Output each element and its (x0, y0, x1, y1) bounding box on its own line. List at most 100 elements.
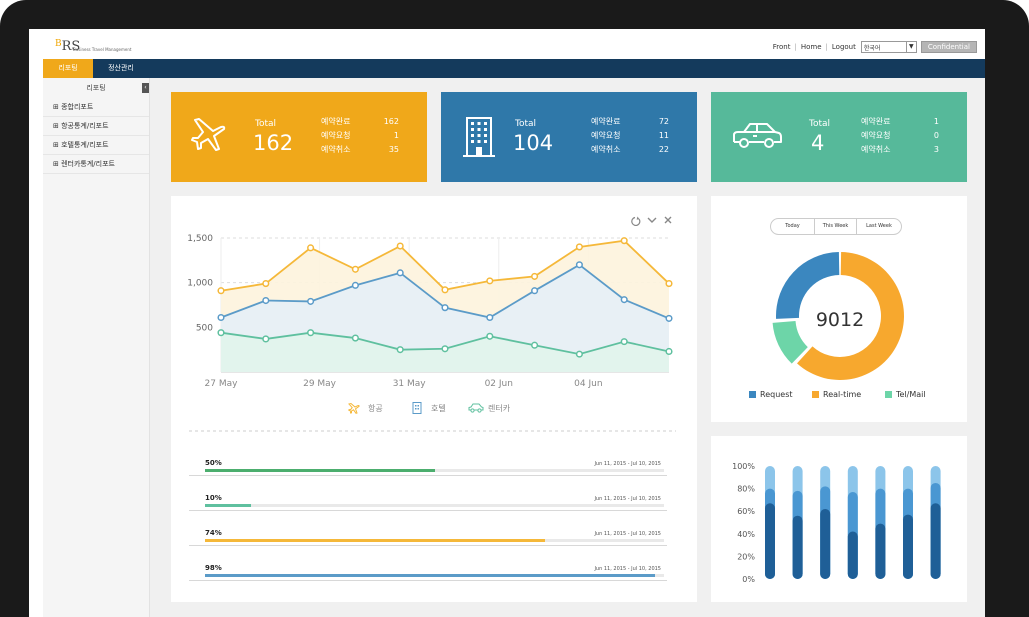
x-tick-label: 31 May (393, 379, 427, 389)
data-point[interactable] (351, 334, 359, 342)
logout-link[interactable]: Logout (831, 43, 856, 51)
data-point[interactable] (486, 277, 494, 285)
data-point[interactable] (307, 329, 315, 337)
data-point[interactable] (396, 346, 404, 354)
tab-reporting[interactable]: 리포팅 (43, 59, 93, 78)
data-point[interactable] (262, 296, 270, 305)
refresh-icon[interactable] (631, 216, 641, 226)
progress-fill (205, 539, 545, 542)
filter-this-week[interactable]: This Week (815, 219, 857, 234)
data-point[interactable] (531, 341, 539, 349)
link-separator: | (794, 43, 797, 51)
bar-value[interactable] (847, 531, 858, 579)
flight-stats: 예약완료 162 예약요청 1 예약취소 35 (321, 115, 399, 157)
close-icon[interactable] (664, 216, 672, 224)
data-point[interactable] (620, 296, 628, 304)
data-point[interactable] (307, 244, 315, 252)
data-point[interactable] (396, 269, 404, 277)
legend-swatch (749, 391, 756, 398)
trend-panel: 500 1,000 1,500 27 May 29 May 31 May 02 Jun 04… (171, 196, 697, 602)
legend-swatch (885, 391, 892, 398)
data-point[interactable] (575, 261, 583, 269)
filter-last-week[interactable]: Last Week (866, 223, 892, 229)
donut-chart: 9012 (772, 252, 904, 380)
legend-item[interactable]: 항공 (348, 402, 383, 414)
data-point[interactable] (217, 287, 225, 295)
data-point[interactable] (531, 287, 539, 295)
donut-legend-item[interactable]: Real-time (812, 390, 861, 399)
data-point[interactable] (486, 332, 494, 340)
bar-value[interactable] (765, 503, 775, 579)
link-separator: | (825, 43, 828, 51)
legend-swatch (812, 391, 819, 398)
data-point[interactable] (441, 304, 449, 312)
legend-item[interactable]: 렌터카 (468, 402, 510, 414)
tab-settlement[interactable]: 정산관리 (108, 64, 134, 72)
data-point[interactable] (575, 350, 583, 358)
progress-percent: 98% (205, 564, 222, 572)
donut-legend-item[interactable]: Tel/Mail (885, 390, 926, 399)
chevron-down-icon[interactable] (647, 217, 657, 223)
data-point[interactable] (396, 242, 404, 250)
data-point[interactable] (575, 243, 583, 251)
content-area: Total 162 예약완료 162 예약요청 1 예약취소 35 (150, 78, 985, 617)
data-point[interactable] (665, 347, 673, 356)
logo: BRS (55, 39, 80, 54)
data-point[interactable] (217, 313, 225, 322)
data-point[interactable] (665, 314, 673, 322)
data-point[interactable] (262, 280, 270, 288)
legend-label: 호텔 (431, 403, 446, 413)
data-point[interactable] (441, 286, 449, 294)
progress-date-range: Jun 11, 2015 - Jul 10, 2015 (594, 496, 661, 502)
bar-value[interactable] (903, 514, 913, 579)
legend-label: Tel/Mail (896, 390, 926, 399)
sidebar-item-rentcar[interactable]: ⊞ 렌터카통계/리포트 (43, 155, 149, 174)
donut-slice[interactable] (772, 320, 808, 364)
data-point[interactable] (665, 280, 673, 288)
data-point[interactable] (262, 335, 270, 343)
bar-value[interactable] (875, 523, 886, 579)
filter-today[interactable]: Today (771, 219, 815, 234)
front-link[interactable]: Front (772, 43, 791, 51)
progress-fill (205, 574, 655, 577)
progress-row: 74% Jun 11, 2015 - Jul 10, 2015 (189, 511, 667, 546)
data-point[interactable] (441, 345, 449, 353)
data-point[interactable] (531, 272, 539, 280)
data-point[interactable] (351, 265, 359, 273)
stat-value: 3 (933, 145, 939, 154)
sidebar-item-flight[interactable]: ⊞ 항공통계/리포트 (43, 117, 149, 136)
flight-total-value: 162 (253, 131, 294, 155)
collapse-icon[interactable]: ‹ (142, 83, 149, 93)
legend-label: 항공 (368, 403, 383, 413)
stat-value: 0 (933, 131, 939, 140)
progress-date-range: Jun 11, 2015 - Jul 10, 2015 (594, 566, 661, 572)
legend-label: 렌터카 (488, 403, 511, 413)
y-tick-label: 100% (732, 462, 755, 471)
bar-value[interactable] (820, 508, 831, 579)
donut-slice[interactable] (797, 252, 904, 380)
car-icon (733, 123, 782, 148)
donut-slice[interactable] (776, 252, 840, 319)
data-point[interactable] (620, 338, 628, 346)
stat-label: 예약취소 (861, 145, 891, 154)
language-select[interactable]: 한국어 ▼ (860, 41, 917, 53)
data-point[interactable] (307, 297, 315, 305)
home-link[interactable]: Home (800, 43, 822, 51)
rentcar-total-label: Total (809, 119, 831, 129)
sidebar-item-summary[interactable]: ⊞ 종합리포트 (43, 98, 149, 117)
confidential-button[interactable]: Confidential (920, 41, 977, 53)
progress-row: 10% Jun 11, 2015 - Jul 10, 2015 (189, 476, 667, 511)
flight-summary-card: Total 162 예약완료 162 예약요청 1 예약취소 35 (171, 92, 427, 182)
legend-item[interactable]: 호텔 (411, 402, 446, 414)
rentcar-total-value: 4 (811, 131, 825, 155)
airplane-icon (348, 402, 360, 414)
donut-legend-item[interactable]: Request (749, 390, 793, 399)
data-point[interactable] (620, 237, 628, 245)
data-point[interactable] (217, 329, 225, 337)
bar-value[interactable] (792, 515, 803, 579)
sidebar-item-hotel[interactable]: ⊞ 호텔통계/리포트 (43, 136, 149, 155)
data-point[interactable] (351, 281, 359, 289)
data-point[interactable] (486, 313, 494, 322)
x-tick-label: 02 Jun (485, 379, 513, 389)
bar-value[interactable] (930, 503, 941, 579)
